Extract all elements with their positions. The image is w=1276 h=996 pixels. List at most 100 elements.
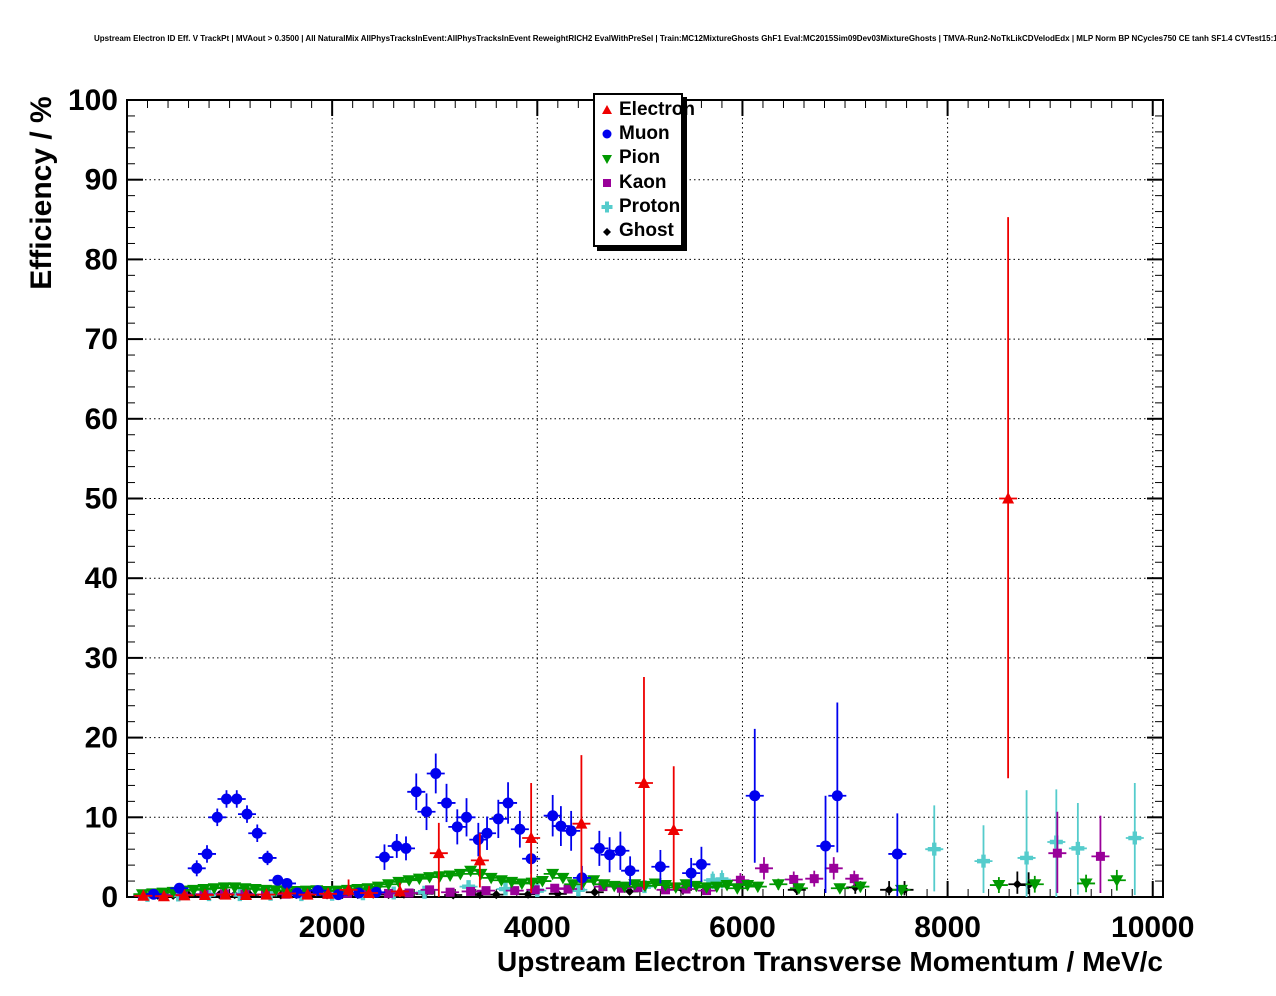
data-marker [466,886,476,896]
data-marker [301,888,314,900]
data-marker [363,886,376,899]
legend-item-pion: Pion [599,146,681,170]
data-marker [505,876,519,889]
data-marker [137,889,150,901]
legend-marker [602,154,612,164]
data-marker [565,825,577,837]
data-marker [604,849,616,861]
data-marker [173,882,185,894]
data-marker [625,886,635,896]
data-marker [191,862,203,874]
legend-label: Kaon [619,171,667,193]
legend-item-kaon: Kaon [599,170,681,194]
data-marker [510,886,520,896]
data-marker [187,884,201,897]
y-axis-title: Efficiency / % [25,96,58,290]
data-marker [833,883,847,895]
data-marker [575,817,588,829]
data-marker [197,884,211,896]
legend-label: Electron [619,98,696,120]
data-marker [269,885,283,897]
legend-item-proton: Proton [599,194,681,218]
data-marker [342,883,355,895]
data-marker [502,797,514,809]
data-marker [432,846,445,859]
y-tick-label: 50 [85,483,118,516]
data-marker [1002,492,1015,504]
data-marker [451,821,463,833]
data-marker [685,867,697,879]
y-tick-label: 80 [85,243,118,276]
data-marker [730,883,744,895]
x-tick-label: 8000 [914,911,981,944]
data-marker [927,842,941,856]
data-marker [481,886,491,896]
data-marker [789,874,799,884]
data-marker [1071,841,1085,855]
data-marker [546,868,560,881]
data-marker [238,883,252,895]
data-marker [648,878,662,890]
data-marker [976,854,990,868]
data-marker [492,813,504,825]
data-marker [228,882,242,894]
data-marker [593,842,605,854]
data-marker [659,880,673,892]
data-marker [741,880,755,892]
data-marker [473,853,486,866]
data-marker [597,879,611,891]
data-marker [201,848,213,860]
data-marker [248,884,262,896]
data-marker [484,872,498,885]
data-marker [262,852,274,864]
data-marker [400,842,412,854]
data-marker [550,883,560,893]
electron-marker-icon [602,105,612,115]
data-marker [792,883,806,895]
data-marker [421,806,433,818]
y-tick-label: 100 [68,84,118,117]
proton-marker-icon [601,201,613,213]
data-marker [211,811,223,823]
data-marker [1095,851,1105,861]
data-marker [884,885,894,895]
x-tick-label: 10000 [1111,911,1194,944]
y-tick-label: 30 [85,642,118,675]
data-marker [563,884,573,894]
data-marker [849,874,859,884]
data-marker [425,885,435,895]
data-marker [735,875,745,885]
data-marker [281,886,294,899]
data-marker [472,834,484,846]
data-marker [494,875,508,887]
data-marker [322,887,335,899]
data-marker [481,827,493,839]
data-marker [1020,851,1034,865]
data-marker [1079,878,1093,890]
data-marker [695,858,707,870]
data-marker [445,887,455,897]
legend-item-electron: Electron [599,97,695,121]
data-marker [474,868,488,881]
data-marker [157,889,170,902]
data-marker [498,882,512,896]
data-marker [178,888,191,901]
data-marker [332,889,344,901]
y-tick-label: 0 [101,881,118,914]
data-marker [556,872,570,885]
legend-box: Electron Muon Pion Kaon Proton Ghost [593,93,695,247]
data-marker [464,865,478,878]
data-marker [667,823,680,836]
y-tick-label: 70 [85,323,118,356]
y-tick-label: 20 [85,722,118,755]
data-marker [706,873,720,887]
data-marker [207,883,221,895]
data-marker [771,879,785,891]
data-marker [1049,835,1063,849]
data-marker [251,827,263,839]
data-marker [430,767,442,779]
data-marker [590,887,600,897]
data-marker [1110,875,1124,887]
legend-item-muon: Muon [599,121,681,145]
plot-title: Upstream Electron ID Eff. V TrackPt | MV… [94,34,1276,43]
